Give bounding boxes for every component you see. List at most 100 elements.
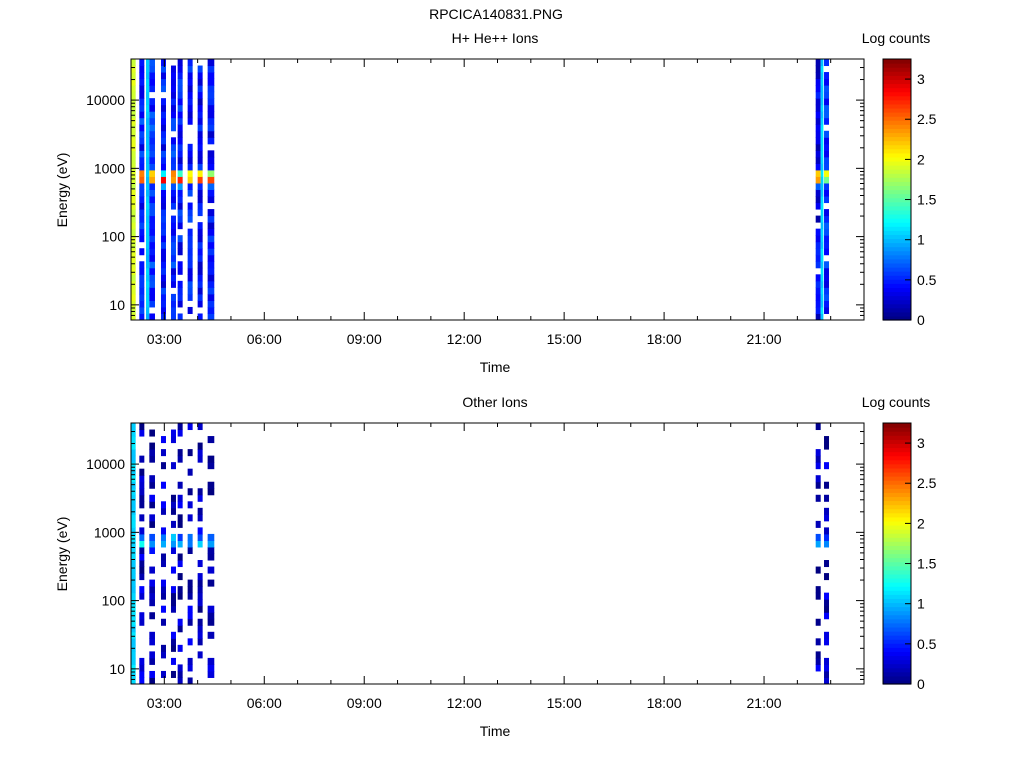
colorbar-segment xyxy=(883,459,911,465)
heatmap-cell xyxy=(177,72,183,80)
heatmap-cell xyxy=(177,586,183,594)
heatmap-cell xyxy=(815,117,821,125)
heatmap-cell xyxy=(815,540,821,548)
heatmap-cell xyxy=(815,313,821,321)
heatmap-cell xyxy=(815,566,821,574)
heatmap-cell xyxy=(177,163,183,171)
heatmap-cell xyxy=(824,514,830,522)
heatmap-cell xyxy=(170,124,176,132)
heatmap-cell xyxy=(824,182,830,190)
heatmap-cell xyxy=(160,65,166,73)
heatmap-cell xyxy=(207,664,215,672)
heatmap-cell xyxy=(815,254,821,262)
colorbar-segment xyxy=(883,197,911,203)
colorbar-segment xyxy=(883,295,911,301)
heatmap-cell xyxy=(149,599,155,607)
panel-title: H+ He++ Ions xyxy=(452,30,539,46)
heatmap-cell xyxy=(139,553,145,561)
heatmap-cell xyxy=(187,65,193,73)
heatmap-cell xyxy=(160,533,166,541)
heatmap-cell xyxy=(149,501,155,509)
colorbar-frame xyxy=(882,422,912,685)
heatmap-cell xyxy=(170,176,176,184)
colorbar: 0 0.5 1 1.5 2 2.5 3 xyxy=(882,422,937,692)
y-axis-label: Energy (eV) xyxy=(54,517,70,592)
colorbar-segment xyxy=(883,63,911,68)
heatmap-cell xyxy=(170,235,176,243)
heatmap-cell xyxy=(131,306,136,314)
heatmap-cell xyxy=(131,442,136,450)
heatmap-cell xyxy=(177,91,183,99)
heatmap-cell xyxy=(815,85,821,93)
heatmap-cell xyxy=(160,306,166,314)
heatmap-cell xyxy=(139,586,145,594)
heatmap-cell xyxy=(131,553,136,561)
colorbar-tick-label: 1.5 xyxy=(917,192,937,208)
heatmap-cell xyxy=(187,546,193,554)
heatmap-cell xyxy=(139,156,145,164)
colorbar-segment xyxy=(883,435,911,440)
colorbar-segment xyxy=(883,238,911,244)
heatmap-cell xyxy=(187,280,193,288)
heatmap-cell xyxy=(149,104,155,112)
heatmap-cell xyxy=(824,481,830,489)
heatmap-cell xyxy=(824,215,830,223)
heatmap-cell xyxy=(149,137,155,145)
heatmap-cell xyxy=(149,196,155,204)
heatmap-cell xyxy=(145,98,150,106)
colorbar-segment xyxy=(883,455,911,461)
heatmap-cell xyxy=(131,618,136,626)
heatmap-cell xyxy=(170,267,176,275)
heatmap-cell xyxy=(187,306,193,314)
colorbar-segment xyxy=(883,549,911,555)
heatmap-cell xyxy=(149,481,155,489)
colorbar-segment xyxy=(883,307,911,313)
x-tick-label: 06:00 xyxy=(247,695,282,711)
heatmap-cell xyxy=(207,222,215,230)
heatmap-cell xyxy=(187,261,193,269)
colorbar-tick-label: 0.5 xyxy=(917,636,937,652)
heatmap-cell xyxy=(177,182,183,190)
colorbar-segment xyxy=(883,83,911,89)
heatmap-cell xyxy=(207,605,215,613)
heatmap-cell xyxy=(145,85,150,93)
heatmap-cell xyxy=(170,254,176,262)
colorbar-tick-label: 3 xyxy=(917,71,925,87)
heatmap-cell xyxy=(177,130,183,138)
heatmap-cell xyxy=(197,189,203,197)
heatmap-cell xyxy=(197,241,203,249)
colorbar-segment xyxy=(883,463,911,469)
heatmap-cell xyxy=(160,163,166,171)
heatmap-cell xyxy=(139,196,145,204)
heatmap-cell xyxy=(187,182,193,190)
heatmap-cell xyxy=(160,300,166,308)
heatmap-cell xyxy=(145,287,150,295)
colorbar-segment xyxy=(883,500,911,506)
heatmap-cell xyxy=(160,143,166,151)
colorbar-segment xyxy=(883,258,911,264)
heatmap-cell xyxy=(160,267,166,275)
colorbar-segment xyxy=(883,586,911,591)
heatmap-cell xyxy=(131,586,136,594)
colorbar-label: Log counts xyxy=(862,394,931,410)
heatmap-cell xyxy=(815,163,821,171)
heatmap-cell xyxy=(824,507,830,515)
heatmap-cell xyxy=(160,644,166,652)
heatmap-cell xyxy=(170,462,176,470)
heatmap-cell xyxy=(131,130,136,138)
heatmap-cell xyxy=(197,182,203,190)
heatmap-cell xyxy=(131,468,136,476)
heatmap-cell xyxy=(145,104,150,112)
heatmap-cell xyxy=(207,267,215,275)
heatmap-cell xyxy=(824,241,830,249)
heatmap-cell xyxy=(815,235,821,243)
heatmap-cell xyxy=(207,163,215,171)
heatmap-cell xyxy=(207,248,215,256)
heatmap-cell xyxy=(207,235,215,243)
heatmap-cell xyxy=(815,104,821,112)
heatmap-cell xyxy=(824,462,830,470)
heatmap-cell xyxy=(207,78,215,86)
heatmap-cell xyxy=(187,612,193,620)
colorbar-segment xyxy=(883,671,911,677)
heatmap-cell xyxy=(149,235,155,243)
